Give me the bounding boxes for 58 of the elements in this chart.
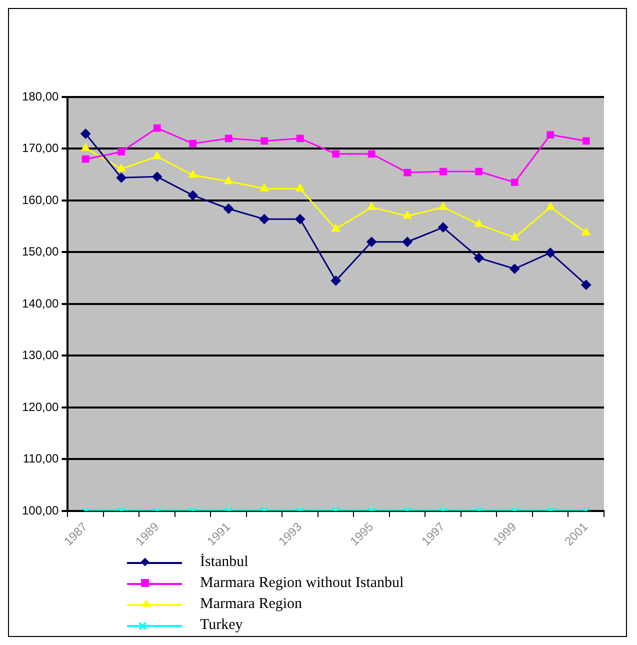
point: [510, 178, 518, 186]
y-tick-label: 150,00: [22, 244, 60, 259]
point: [404, 168, 412, 176]
point: [81, 143, 90, 151]
point: [545, 248, 556, 258]
point: [188, 190, 198, 200]
y-tick-label: 180,00: [22, 89, 60, 104]
legend-label: Marmara Region: [200, 595, 302, 614]
point: [116, 164, 126, 172]
point: [296, 184, 304, 192]
y-tick-label: 130,00: [22, 348, 60, 362]
point: [224, 204, 234, 214]
point: [118, 148, 126, 156]
point: [510, 264, 520, 274]
y-tick-label: 170,00: [22, 141, 60, 156]
y-tick-label: 110,00: [22, 452, 60, 466]
point: [188, 170, 198, 178]
point: [152, 172, 162, 182]
point: [368, 150, 376, 158]
point: [260, 184, 269, 192]
point: [296, 134, 304, 142]
legend-label: Marmara Region without Istanbul: [200, 574, 404, 593]
point: [332, 150, 340, 158]
point: [438, 202, 448, 210]
point: [224, 176, 233, 184]
point: [582, 137, 590, 145]
point: [260, 137, 268, 145]
point: [330, 276, 341, 286]
point: [475, 168, 483, 176]
point: [438, 222, 448, 232]
y-tick-label: 160,00: [22, 192, 60, 207]
y-tick-label: 100,00: [22, 503, 60, 518]
point: [402, 211, 412, 219]
point: [80, 128, 91, 139]
point: [582, 228, 591, 236]
point: [116, 172, 126, 183]
y-tick-label: 140,00: [22, 296, 60, 310]
legend-label: İstanbul: [200, 552, 248, 572]
point: [153, 124, 161, 132]
point: [367, 202, 376, 210]
point: [295, 214, 306, 224]
point: [82, 155, 90, 163]
point: [474, 252, 484, 263]
point: [546, 131, 554, 138]
point: [510, 232, 520, 240]
legend-label: Turkey: [200, 616, 243, 635]
point: [189, 140, 197, 148]
point: [402, 236, 412, 247]
point: [546, 202, 555, 210]
point: [259, 214, 270, 224]
point: [474, 219, 484, 228]
point: [366, 236, 377, 247]
y-tick-label: 120,00: [22, 400, 60, 414]
point: [224, 134, 232, 142]
point: [581, 280, 592, 290]
point: [152, 152, 162, 160]
point: [439, 168, 447, 176]
point: [331, 224, 340, 232]
